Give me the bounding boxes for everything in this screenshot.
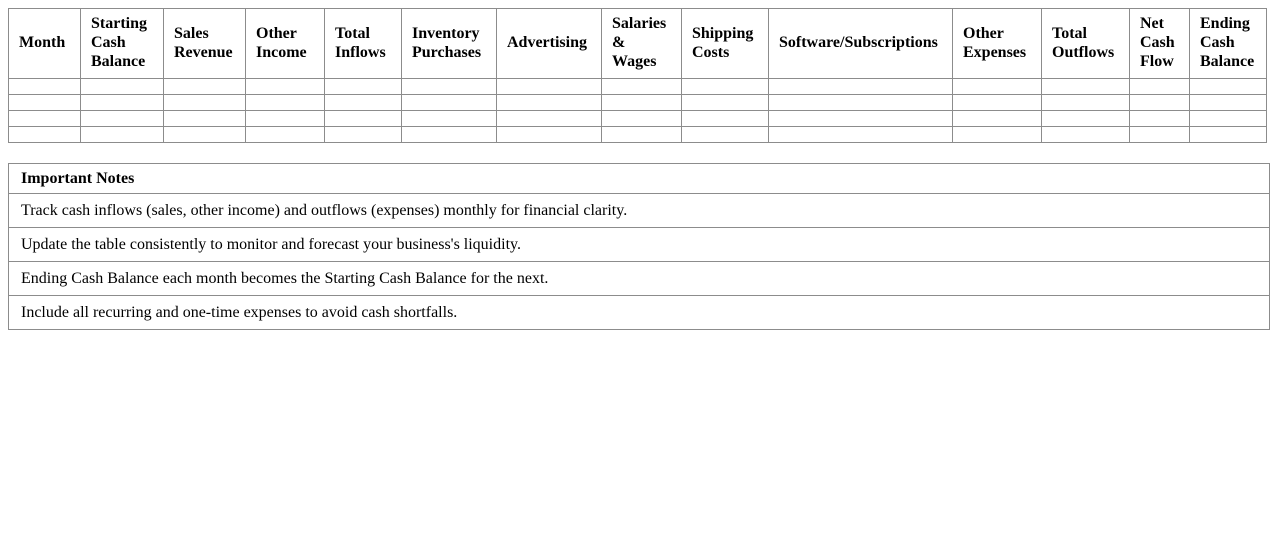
empty-cell: [324, 110, 402, 127]
empty-cell: [952, 126, 1042, 143]
empty-cell: [245, 94, 325, 111]
empty-cell: [324, 94, 402, 111]
empty-cell: [601, 110, 682, 127]
empty-cell: [401, 94, 497, 111]
empty-cell: [8, 94, 81, 111]
empty-cell: [8, 78, 81, 95]
cashflow-table: Month Starting Cash Balance Sales Revenu…: [8, 8, 1267, 143]
empty-cell: [1041, 110, 1130, 127]
empty-cell: [1129, 110, 1190, 127]
empty-cell: [768, 94, 953, 111]
empty-cell: [1041, 126, 1130, 143]
note-item: Update the table consistently to monitor…: [8, 227, 1270, 262]
empty-data-row: [8, 78, 1267, 95]
header-cell-software-subscriptions: Software/Subscriptions: [768, 8, 953, 79]
empty-cell: [245, 110, 325, 127]
header-cell-inventory-purchases: Inventory Purchases: [401, 8, 497, 79]
empty-cell: [496, 94, 602, 111]
empty-data-row: [8, 110, 1267, 127]
empty-cell: [8, 126, 81, 143]
note-row: Include all recurring and one-time expen…: [8, 295, 1270, 330]
header-cell-other-income: Other Income: [245, 8, 325, 79]
empty-cell: [496, 126, 602, 143]
empty-cell: [681, 78, 769, 95]
notes-title: Important Notes: [8, 163, 1270, 194]
empty-cell: [8, 110, 81, 127]
note-row: Ending Cash Balance each month becomes t…: [8, 261, 1270, 296]
empty-cell: [952, 78, 1042, 95]
empty-cell: [163, 78, 246, 95]
header-cell-advertising: Advertising: [496, 8, 602, 79]
empty-cell: [496, 78, 602, 95]
empty-data-row: [8, 94, 1267, 111]
empty-cell: [952, 110, 1042, 127]
empty-cell: [324, 126, 402, 143]
note-row: Update the table consistently to monitor…: [8, 227, 1270, 262]
empty-cell: [1189, 126, 1267, 143]
empty-cell: [681, 94, 769, 111]
header-cell-total-inflows: Total Inflows: [324, 8, 402, 79]
empty-cell: [245, 126, 325, 143]
empty-cell: [324, 78, 402, 95]
empty-cell: [1041, 94, 1130, 111]
empty-cell: [1129, 78, 1190, 95]
header-cell-month: Month: [8, 8, 81, 79]
empty-cell: [1189, 78, 1267, 95]
empty-cell: [401, 78, 497, 95]
empty-cell: [1129, 94, 1190, 111]
empty-cell: [601, 126, 682, 143]
empty-cell: [80, 110, 164, 127]
empty-cell: [401, 126, 497, 143]
header-cell-sales-revenue: Sales Revenue: [163, 8, 246, 79]
empty-cell: [163, 126, 246, 143]
header-cell-shipping-costs: Shipping Costs: [681, 8, 769, 79]
header-cell-ending-cash-balance: Ending Cash Balance: [1189, 8, 1267, 79]
empty-cell: [768, 126, 953, 143]
notes-title-row: Important Notes: [8, 163, 1270, 194]
empty-cell: [1189, 110, 1267, 127]
empty-cell: [80, 94, 164, 111]
note-item: Include all recurring and one-time expen…: [8, 295, 1270, 330]
document-page: Month Starting Cash Balance Sales Revenu…: [8, 8, 1270, 330]
empty-cell: [1189, 94, 1267, 111]
header-cell-starting-cash-balance: Starting Cash Balance: [80, 8, 164, 79]
empty-cell: [1129, 126, 1190, 143]
cashflow-header-row: Month Starting Cash Balance Sales Revenu…: [8, 8, 1267, 79]
note-item: Track cash inflows (sales, other income)…: [8, 193, 1270, 228]
empty-cell: [681, 126, 769, 143]
empty-cell: [952, 94, 1042, 111]
note-item: Ending Cash Balance each month becomes t…: [8, 261, 1270, 296]
empty-cell: [1041, 78, 1130, 95]
empty-cell: [601, 94, 682, 111]
empty-cell: [768, 78, 953, 95]
header-cell-total-outflows: Total Outflows: [1041, 8, 1130, 79]
empty-cell: [163, 110, 246, 127]
empty-cell: [80, 78, 164, 95]
empty-cell: [245, 78, 325, 95]
empty-data-row: [8, 126, 1267, 143]
empty-cell: [681, 110, 769, 127]
empty-cell: [80, 126, 164, 143]
empty-cell: [401, 110, 497, 127]
header-cell-other-expenses: Other Expenses: [952, 8, 1042, 79]
note-row: Track cash inflows (sales, other income)…: [8, 193, 1270, 228]
empty-cell: [601, 78, 682, 95]
empty-cell: [496, 110, 602, 127]
important-notes-table: Important Notes Track cash inflows (sale…: [8, 163, 1270, 330]
header-cell-net-cash-flow: Net Cash Flow: [1129, 8, 1190, 79]
header-cell-salaries-wages: Salaries & Wages: [601, 8, 682, 79]
empty-cell: [163, 94, 246, 111]
empty-cell: [768, 110, 953, 127]
